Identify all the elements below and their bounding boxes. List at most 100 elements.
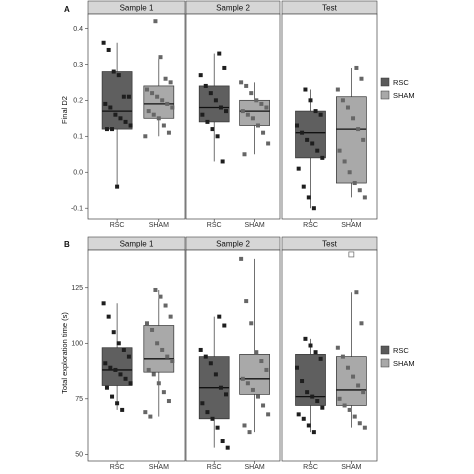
data-point [208, 361, 213, 366]
y-tick-label: 0.2 [73, 98, 83, 105]
facet-strip-label: Sample 2 [216, 240, 250, 249]
data-point [264, 367, 269, 372]
x-tick-label: RSC [110, 222, 125, 229]
data-point [116, 73, 121, 78]
panel-a-letter: A [64, 5, 70, 14]
legend-swatch [380, 358, 390, 368]
box-sham [143, 287, 175, 419]
data-point [359, 76, 364, 81]
data-point [143, 134, 148, 139]
data-point [143, 410, 148, 415]
x-tick-label: SHAM [149, 464, 169, 471]
data-point [108, 105, 113, 110]
data-point [335, 345, 340, 350]
data-point [306, 423, 311, 428]
data-point [103, 361, 108, 366]
facet-3: Test RSC SHAM [281, 236, 378, 471]
legend-swatch [380, 345, 390, 355]
data-point [245, 112, 250, 117]
data-point [362, 195, 367, 200]
data-point [242, 152, 247, 157]
outlier-point [348, 251, 355, 258]
data-point [354, 65, 359, 70]
data-point [310, 394, 315, 399]
data-point [108, 365, 113, 370]
data-point [357, 188, 362, 193]
data-point [305, 137, 310, 142]
data-point [106, 314, 111, 319]
data-point [166, 130, 171, 135]
data-point [166, 399, 171, 404]
data-point [306, 195, 311, 200]
y-tick-label: 0.1 [73, 134, 83, 141]
data-point [337, 148, 342, 153]
panel-b: B Total exploration time (s) 50 75 100 125 S… [60, 236, 415, 471]
data-point [198, 73, 203, 78]
box-rsc [198, 314, 230, 450]
data-point [156, 381, 161, 386]
data-point [120, 407, 125, 412]
data-point [165, 101, 170, 106]
data-point [160, 347, 165, 352]
data-point [342, 403, 347, 408]
box-iqr [295, 110, 326, 159]
data-point [249, 91, 254, 96]
data-point [340, 354, 345, 359]
data-point [218, 105, 223, 110]
data-point [247, 430, 252, 435]
data-point [161, 390, 166, 395]
y-tick-label: 100 [71, 341, 83, 348]
data-point [215, 134, 220, 139]
x-tick-label: SHAM [245, 464, 265, 471]
data-point [318, 112, 323, 117]
data-point [345, 365, 350, 370]
data-point [150, 91, 155, 96]
data-point [126, 94, 131, 99]
data-point [165, 354, 170, 359]
data-point [170, 105, 175, 110]
data-point [123, 376, 128, 381]
data-point [198, 347, 203, 352]
data-point [160, 98, 165, 103]
box-rsc [198, 51, 230, 164]
data-point [220, 159, 225, 164]
y-tick-label: 0.4 [73, 26, 83, 33]
data-point [155, 94, 160, 99]
panel-b-y-axis-title: Total exploration time (s) [60, 312, 69, 394]
box-sham [239, 256, 271, 435]
data-point [315, 399, 320, 404]
data-point [266, 141, 271, 146]
data-point [254, 98, 259, 103]
data-point [250, 116, 255, 121]
data-point [352, 181, 357, 186]
legend: RSC SHAM [380, 77, 415, 100]
legend-swatch [380, 90, 390, 100]
data-point [213, 98, 218, 103]
data-point [352, 414, 357, 419]
data-point [222, 65, 227, 70]
data-point [203, 83, 208, 88]
data-point [115, 401, 120, 406]
data-point [153, 287, 158, 292]
data-point [126, 354, 131, 359]
data-point [115, 184, 120, 189]
data-point [240, 109, 245, 114]
facet-strip-label: Test [322, 4, 337, 13]
legend-label: RSC [393, 78, 409, 87]
data-point [116, 341, 121, 346]
data-point [244, 299, 249, 304]
data-point [158, 55, 163, 60]
data-point [361, 390, 366, 395]
data-point [301, 184, 306, 189]
box-iqr [143, 325, 175, 373]
data-point [200, 112, 205, 117]
data-point [210, 416, 215, 421]
data-point [249, 321, 254, 326]
data-point [337, 396, 342, 401]
data-point [104, 127, 109, 132]
panel-b-letter: B [64, 240, 70, 249]
panel-a-y-axis-title: Final D2 [60, 96, 69, 124]
data-point [222, 323, 227, 328]
facet-frame [185, 249, 281, 462]
data-point [254, 350, 259, 355]
